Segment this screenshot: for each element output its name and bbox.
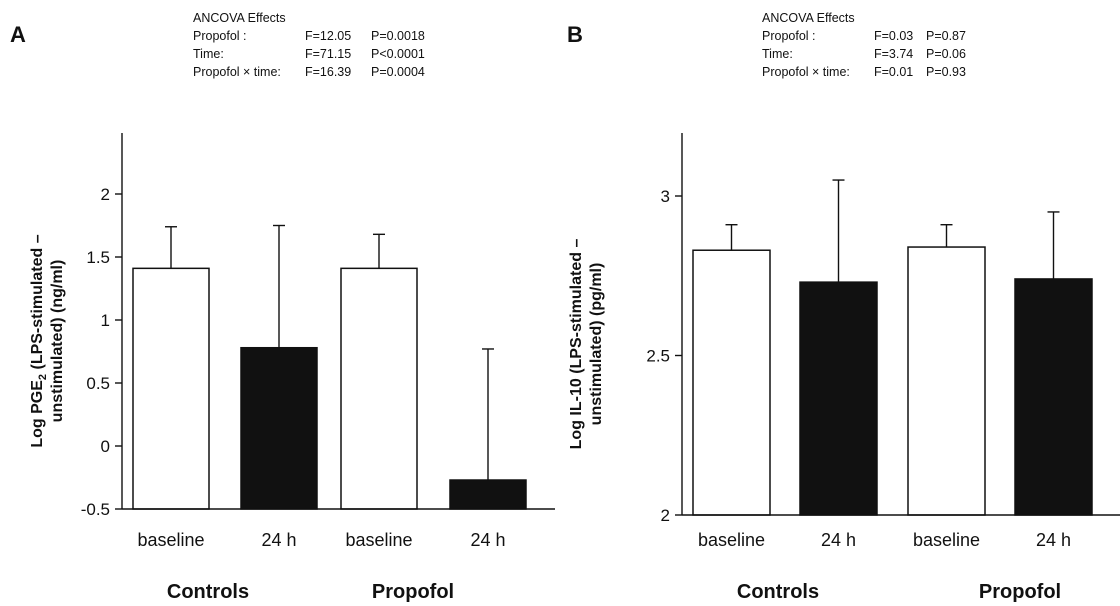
panel-b-ancova-box: ANCOVA Effects Propofol : F=0.03 P=0.87 … [762, 9, 1062, 81]
ancova-label: Propofol × time: [762, 65, 850, 79]
ancova-f: F=16.39 [305, 65, 352, 79]
ancova-f: F=3.74 [874, 47, 914, 61]
ancova-p: P=0.06 [926, 47, 966, 61]
panel-b-letter: B [567, 22, 583, 47]
y-axis-label-line1-b: Log IL-10 (LPS-stimulated – [568, 239, 585, 450]
ancova-label: Time: [762, 47, 793, 61]
bar-b-1 [692, 249, 771, 516]
y-tick-label-a: 2 [101, 185, 110, 204]
x-tick-label-a: baseline [137, 530, 204, 550]
y-tick-label-a: 0 [101, 437, 110, 456]
group-label-b: Propofol [979, 581, 1061, 603]
ancova-f: F=12.05 [305, 29, 352, 43]
ancova-label: Propofol : [762, 29, 816, 43]
x-tick-label-b: baseline [698, 530, 765, 550]
bar-b-3 [907, 246, 986, 516]
y-axis-label-line2-a: unstimulated) (ng/ml) [49, 260, 66, 423]
bar-b-2 [799, 281, 878, 516]
y-axis-label-line1-a: Log PGE2 (LPS-stimulated – [29, 234, 49, 447]
x-tick-label-a: 24 h [470, 530, 505, 550]
group-label-b: Controls [737, 581, 819, 603]
ancova-p: P=0.0004 [371, 65, 425, 79]
x-tick-label-b: 24 h [821, 530, 856, 550]
bar-a-3 [340, 267, 418, 510]
x-tick-label-a: 24 h [261, 530, 296, 550]
ancova-label: Propofol : [193, 29, 247, 43]
ancova-f: F=0.03 [874, 29, 914, 43]
ancova-f: F=71.15 [305, 47, 352, 61]
ancova-title: ANCOVA Effects [193, 11, 286, 25]
bar-a-2 [240, 346, 318, 510]
y-tick-label-b: 2.5 [646, 347, 670, 366]
y-tick-label-b: 2 [661, 506, 670, 525]
ancova-p: P=0.93 [926, 65, 966, 79]
ancova-p: P=0.87 [926, 29, 966, 43]
y-tick-label-a: -0.5 [81, 500, 110, 519]
x-tick-label-a: baseline [345, 530, 412, 550]
y-tick-label-a: 1.5 [86, 248, 110, 267]
panel-a-letter: A [10, 22, 26, 47]
ancova-label: Propofol × time: [193, 65, 281, 79]
group-label-a: Controls [167, 581, 249, 603]
y-tick-label-b: 3 [661, 187, 670, 206]
y-tick-label-a: 1 [101, 311, 110, 330]
panel-a-ancova-box: ANCOVA Effects Propofol : F=12.05 P=0.00… [193, 9, 493, 81]
ancova-title: ANCOVA Effects [762, 11, 855, 25]
group-label-a: Propofol [372, 581, 454, 603]
ancova-label: Time: [193, 47, 224, 61]
x-tick-label-b: baseline [913, 530, 980, 550]
bar-a-4 [449, 479, 527, 510]
ancova-p: P<0.0001 [371, 47, 425, 61]
y-axis-label-line2-b: unstimulated) (pg/ml) [588, 263, 605, 426]
y-tick-label-a: 0.5 [86, 374, 110, 393]
ancova-p: P=0.0018 [371, 29, 425, 43]
bar-a-1 [132, 267, 210, 510]
ancova-f: F=0.01 [874, 65, 914, 79]
bar-b-4 [1014, 278, 1093, 516]
x-tick-label-b: 24 h [1036, 530, 1071, 550]
